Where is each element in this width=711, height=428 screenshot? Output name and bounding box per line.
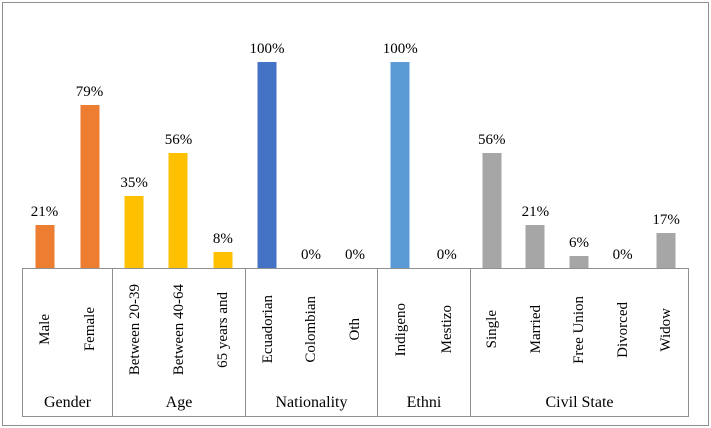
- plot-slot-mestizo: 0%: [424, 0, 471, 268]
- value-label-divorced: 0%: [612, 247, 633, 263]
- plot-group-gender: 21% 79%: [22, 0, 112, 268]
- category-label-divorced: Divorced: [614, 301, 631, 358]
- plot-slot-female: 79%: [67, 0, 112, 268]
- bar-between-40-64: [168, 153, 188, 268]
- category-label-oth: Oth: [346, 318, 363, 341]
- axis-group-nationality: Ecuadorian Colombian Oth Nationality: [246, 269, 378, 416]
- plot-slot-indigeno: 100%: [377, 0, 424, 268]
- category-label-row: Between 20-39 Between 40-64 65 years and: [113, 269, 245, 390]
- value-label-between-40-64: 56%: [164, 132, 193, 148]
- plot-slot-oth: 0%: [333, 0, 377, 268]
- value-label-colombian: 0%: [301, 247, 321, 263]
- axis-table: Male Female Gender Between 20-39 Between 40-…: [22, 268, 689, 417]
- value-label-female: 79%: [75, 84, 104, 100]
- group-label-gender: Gender: [43, 394, 92, 411]
- category-label-ecuadorian: Ecuadorian: [259, 295, 276, 364]
- category-label-row: Male Female: [23, 269, 112, 390]
- bar-ecuadorian: [257, 62, 277, 268]
- category-label-indigeno: Indigeno: [392, 302, 409, 357]
- group-label-ethni: Ethni: [406, 394, 442, 411]
- bar-married: [525, 225, 545, 268]
- category-slot-single: Single: [471, 269, 514, 390]
- category-label-colombian: Colombian: [303, 296, 320, 363]
- value-label-male: 21%: [30, 204, 59, 220]
- category-label-free-union: Free Union: [571, 295, 588, 364]
- plot-slot-65-years-and: 8%: [201, 0, 245, 268]
- category-label-widow: Widow: [658, 307, 675, 352]
- category-label-married: Married: [527, 305, 544, 354]
- plot-area: 21% 79% 35% 56% 8% 100% 0% 0% 100% 0% 56% 21% 6% 0% 17…: [22, 0, 688, 268]
- category-label-male: Male: [37, 314, 53, 345]
- category-label-female: Female: [81, 307, 98, 352]
- category-slot-between-40-64: Between 40-64: [157, 269, 201, 390]
- category-label-row: Ecuadorian Colombian Oth: [246, 269, 377, 390]
- plot-slot-married: 21%: [514, 0, 558, 268]
- category-slot-oth: Oth: [333, 269, 377, 390]
- bar-65-years-and: [213, 252, 233, 268]
- plot-group-ethni: 100% 0%: [377, 0, 470, 268]
- category-label-65-years-and: 65 years and: [214, 291, 231, 368]
- bar-between-20-39: [124, 196, 144, 268]
- category-slot-between-20-39: Between 20-39: [113, 269, 157, 390]
- plot-slot-male: 21%: [22, 0, 67, 268]
- category-slot-mestizo: Mestizo: [424, 269, 470, 390]
- category-slot-male: Male: [23, 269, 68, 390]
- value-label-free-union: 6%: [568, 235, 589, 251]
- axis-group-ethni: Indigeno Mestizo Ethni: [378, 269, 471, 416]
- bar-female: [80, 105, 99, 268]
- value-label-between-20-39: 35%: [120, 175, 148, 191]
- plot-slot-single: 56%: [470, 0, 514, 268]
- value-label-single: 56%: [478, 132, 506, 148]
- bar-free-union: [569, 256, 589, 268]
- value-label-ecuadorian: 100%: [249, 41, 285, 57]
- bar-male: [35, 225, 54, 268]
- category-slot-divorced: Divorced: [601, 269, 644, 390]
- plot-slot-ecuadorian: 100%: [245, 0, 289, 268]
- group-label-nationality: Nationality: [275, 394, 348, 411]
- plot-slot-between-40-64: 56%: [156, 0, 200, 268]
- value-label-married: 21%: [521, 204, 550, 220]
- axis-group-civil-state: Single Married Free Union Divorced Widow Civi…: [471, 269, 689, 416]
- plot-group-civil-state: 56% 21% 6% 0% 17%: [470, 0, 688, 268]
- category-slot-free-union: Free Union: [558, 269, 601, 390]
- plot-slot-divorced: 0%: [601, 0, 645, 268]
- value-label-widow: 17%: [652, 212, 680, 228]
- plot-slot-between-20-39: 35%: [112, 0, 156, 268]
- category-label-row: Single Married Free Union Divorced Widow: [471, 269, 688, 390]
- category-slot-indigeno: Indigeno: [378, 269, 424, 390]
- value-label-oth: 0%: [345, 247, 365, 263]
- plot-group-nationality: 100% 0% 0%: [245, 0, 377, 268]
- category-slot-65-years-and: 65 years and: [201, 269, 245, 390]
- plot-slot-colombian: 0%: [289, 0, 333, 268]
- bar-single: [482, 153, 502, 268]
- value-label-65-years-and: 8%: [212, 231, 233, 247]
- axis-group-age: Between 20-39 Between 40-64 65 years and Ag…: [113, 269, 246, 416]
- category-slot-ecuadorian: Ecuadorian: [246, 269, 290, 390]
- bar-widow: [656, 233, 676, 268]
- category-label-between-40-64: Between 40-64: [170, 283, 187, 376]
- axis-group-gender: Male Female Gender: [23, 269, 113, 416]
- value-label-indigeno: 100%: [382, 41, 418, 57]
- category-slot-colombian: Colombian: [290, 269, 334, 390]
- category-label-single: Single: [484, 310, 501, 349]
- plot-slot-widow: 17%: [644, 0, 688, 268]
- plot-slot-free-union: 6%: [557, 0, 601, 268]
- group-label-civil-state: Civil State: [545, 394, 614, 411]
- category-label-between-20-39: Between 20-39: [126, 283, 143, 376]
- category-slot-married: Married: [514, 269, 557, 390]
- category-slot-widow: Widow: [645, 269, 688, 390]
- plot-group-age: 35% 56% 8%: [112, 0, 245, 268]
- category-slot-female: Female: [68, 269, 113, 390]
- category-label-mestizo: Mestizo: [438, 305, 455, 354]
- value-label-mestizo: 0%: [436, 247, 457, 263]
- bar-indigeno: [390, 62, 410, 268]
- group-label-age: Age: [165, 394, 193, 411]
- category-label-row: Indigeno Mestizo: [378, 269, 470, 390]
